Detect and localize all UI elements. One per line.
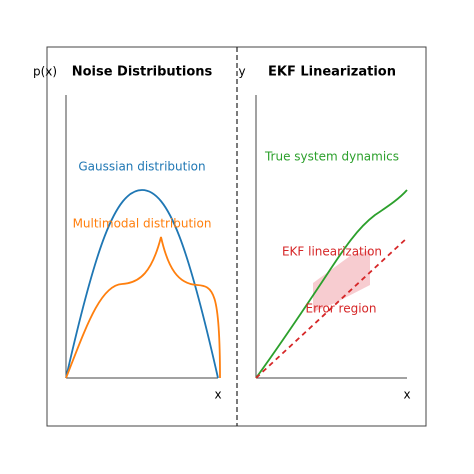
y-axis-label: y — [238, 65, 245, 79]
y-axis-label: p(x) — [33, 65, 57, 79]
dynamics-label: True system dynamics — [264, 150, 399, 164]
panel-title: EKF Linearization — [268, 65, 396, 80]
multimodal-label: Multimodal distribution — [73, 217, 212, 231]
error-region — [313, 250, 370, 312]
error-label: Error region — [305, 302, 376, 316]
x-axis-label: x — [214, 388, 221, 402]
gaussian-label: Gaussian distribution — [78, 160, 205, 174]
ekf-label: EKF linearization — [282, 245, 382, 259]
panel-title: Noise Distributions — [72, 65, 213, 80]
ekf-line — [255, 237, 408, 379]
true-dynamics-curve — [255, 189, 408, 379]
gaussian-curve — [65, 189, 219, 379]
multimodal-curve — [65, 236, 221, 379]
x-axis-label: x — [403, 388, 410, 402]
